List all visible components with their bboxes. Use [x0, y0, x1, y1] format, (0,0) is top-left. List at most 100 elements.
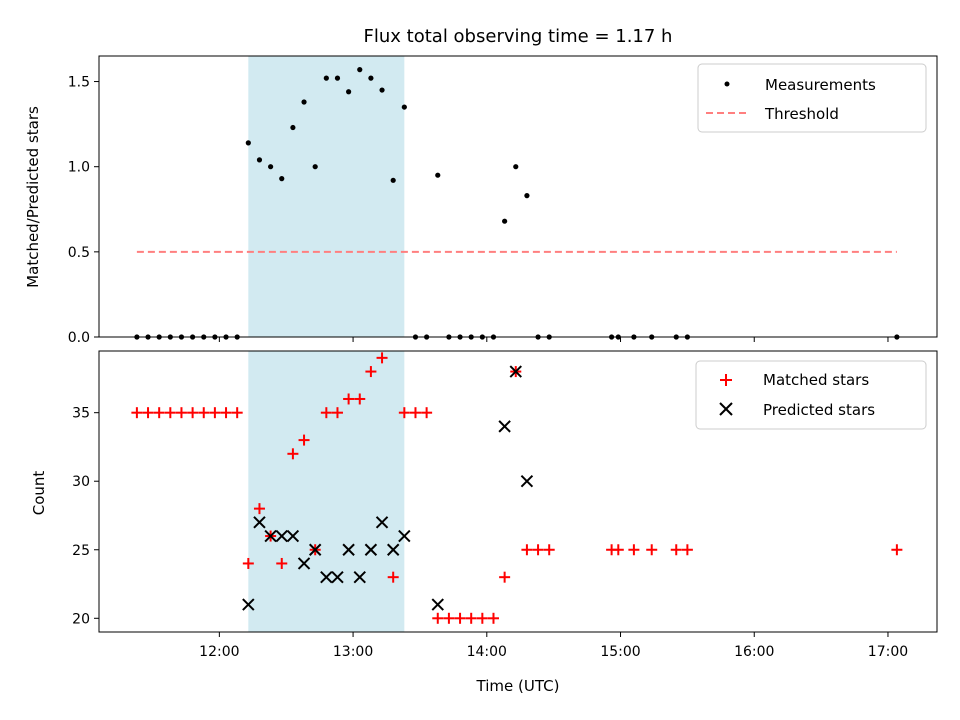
predicted-stars-point: [242, 598, 255, 611]
counts-y-axis: 20 25 30 35: [72, 406, 99, 627]
measurement-point: [279, 176, 285, 182]
measurement-point: [524, 193, 530, 199]
measurement-point: [401, 104, 407, 110]
y-tick-label: 35: [72, 406, 90, 422]
counts-x-axis: 12:00 13:00 14:00 15:00 16:00 17:00: [199, 632, 908, 660]
matched-stars-point: [365, 366, 377, 378]
matched-stars-point: [131, 407, 143, 419]
matched-stars-point: [320, 407, 332, 419]
y-tick-label: 25: [72, 543, 90, 559]
matched-stars-point: [532, 544, 544, 556]
flux-ratio-y-axis: 0.0 0.5 1.0 1.5: [68, 75, 99, 346]
matched-stars-point: [343, 393, 355, 405]
y-axis-label-count: Count: [30, 471, 48, 516]
legend-threshold-label: Threshold: [764, 105, 839, 123]
matched-stars-point: [521, 544, 533, 556]
predicted-stars-point: [431, 598, 444, 611]
matched-stars-point: [670, 544, 682, 556]
legend-matched-label: Matched stars: [763, 371, 869, 389]
predicted-stars-point: [375, 516, 389, 529]
legend-top-box: [697, 63, 927, 133]
matched-stars-point: [454, 612, 466, 624]
measurement-point: [301, 99, 307, 105]
matched-stars-point: [443, 612, 455, 624]
y-axis-label-ratio: Matched/Predicted stars: [24, 106, 42, 288]
flux-ratio-panel: 0.0 0.5 1.0 1.5 Matched/Predicted stars Mea…: [24, 55, 938, 346]
matched-stars-point: [164, 407, 176, 419]
matched-stars-point: [499, 571, 511, 583]
legend-measurements-marker: [724, 81, 730, 87]
flux-ratio-x-ticks: [218, 337, 889, 342]
measurement-point: [346, 89, 352, 95]
counts-marks: [131, 352, 903, 624]
matched-stars-point: [153, 407, 165, 419]
y-tick-label: 20: [72, 611, 90, 627]
matched-stars-point: [421, 407, 433, 419]
chart-title: Flux total observing time = 1.17 h: [364, 26, 673, 47]
matched-stars-point: [142, 407, 154, 419]
matched-stars-point: [476, 612, 488, 624]
predicted-stars-point: [386, 543, 400, 556]
matched-stars-point: [398, 407, 410, 419]
legend-top: Measurements Threshold: [697, 63, 927, 133]
predicted-stars-point: [342, 543, 355, 556]
matched-stars-point: [376, 352, 388, 364]
flux-ratio-plot-frame: [98, 55, 938, 338]
predicted-stars-point: [275, 529, 288, 543]
matched-stars-point: [175, 407, 187, 419]
y-tick-label: 1.0: [68, 160, 90, 176]
legend-predicted-marker: [719, 402, 733, 416]
x-tick-label: 14:00: [467, 644, 507, 660]
predicted-stars-point: [253, 516, 266, 529]
predicted-stars-point: [364, 543, 378, 556]
y-tick-label: 0.5: [68, 245, 90, 261]
matched-stars-point: [681, 544, 693, 556]
predicted-stars-point: [353, 570, 366, 584]
predicted-stars-point: [286, 529, 300, 543]
predicted-stars-point: [264, 529, 277, 543]
x-axis-label: Time (UTC): [476, 677, 560, 695]
measurement-point: [357, 67, 363, 73]
measurement-point: [368, 75, 374, 81]
matched-stars-point: [387, 571, 399, 583]
matched-stars-point: [432, 612, 444, 624]
matched-stars-point: [220, 407, 232, 419]
predicted-stars-point: [498, 420, 511, 433]
measurement-point: [379, 87, 385, 93]
legend-matched-marker: [720, 374, 732, 386]
predicted-stars-point: [308, 543, 322, 556]
predicted-stars-point: [331, 570, 344, 584]
legend-bottom-box: [695, 360, 927, 430]
measurement-point: [435, 172, 441, 178]
matched-stars-point: [287, 448, 299, 460]
matched-stars-point: [354, 393, 366, 405]
counts-plot-frame: [98, 350, 938, 633]
measurement-point: [268, 164, 274, 170]
legend-measurements-label: Measurements: [765, 76, 876, 94]
predicted-stars-point: [297, 557, 311, 570]
x-tick-label: 17:00: [868, 644, 908, 660]
measurement-point: [323, 75, 329, 81]
matched-stars-point: [465, 612, 477, 624]
y-tick-label: 0.0: [68, 330, 90, 346]
x-tick-label: 12:00: [199, 644, 239, 660]
measurement-point: [334, 75, 341, 81]
x-tick-label: 16:00: [734, 644, 774, 660]
measurement-point: [245, 140, 251, 146]
legend-predicted-label: Predicted stars: [763, 401, 875, 419]
matched-stars-point: [198, 407, 210, 419]
matched-stars-point: [253, 503, 265, 515]
matched-stars-point: [331, 407, 343, 419]
predicted-stars-point: [320, 570, 333, 584]
y-tick-label: 30: [72, 474, 90, 490]
y-tick-label: 1.5: [68, 75, 90, 91]
matched-stars-point: [276, 557, 288, 569]
legend-bottom: Matched stars Predicted stars: [695, 360, 927, 430]
x-tick-label: 13:00: [333, 644, 373, 660]
measurement-point: [390, 177, 396, 183]
predicted-stars-point: [509, 365, 522, 378]
measurement-point: [312, 164, 318, 170]
matched-stars-point: [646, 544, 658, 556]
predicted-stars-point: [398, 529, 411, 543]
